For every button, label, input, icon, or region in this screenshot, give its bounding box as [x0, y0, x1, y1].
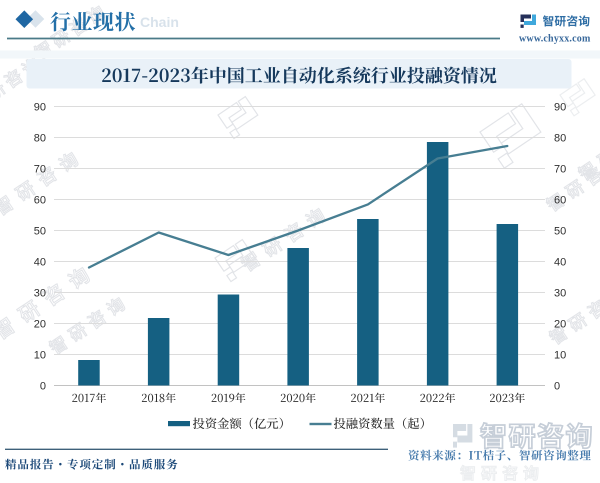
svg-text:0: 0 [40, 380, 46, 392]
svg-text:60: 60 [34, 194, 46, 206]
svg-text:20: 20 [554, 318, 566, 330]
svg-text:70: 70 [34, 163, 46, 175]
svg-text:50: 50 [34, 225, 46, 237]
svg-text:60: 60 [554, 194, 566, 206]
svg-text:70: 70 [554, 163, 566, 175]
svg-text:80: 80 [554, 132, 566, 144]
svg-text:30: 30 [34, 287, 46, 299]
svg-text:90: 90 [34, 101, 46, 113]
svg-text:50: 50 [554, 225, 566, 237]
svg-text:30: 30 [554, 287, 566, 299]
svg-text:10: 10 [34, 349, 46, 361]
svg-text:20: 20 [34, 318, 46, 330]
svg-text:www.chyxx.com: www.chyxx.com [519, 33, 591, 44]
svg-text:80: 80 [34, 132, 46, 144]
svg-text:0: 0 [554, 380, 560, 392]
svg-text:40: 40 [554, 256, 566, 268]
svg-text:10: 10 [554, 349, 566, 361]
svg-text:Chain: Chain [140, 14, 179, 30]
svg-text:90: 90 [554, 101, 566, 113]
svg-text:40: 40 [34, 256, 46, 268]
